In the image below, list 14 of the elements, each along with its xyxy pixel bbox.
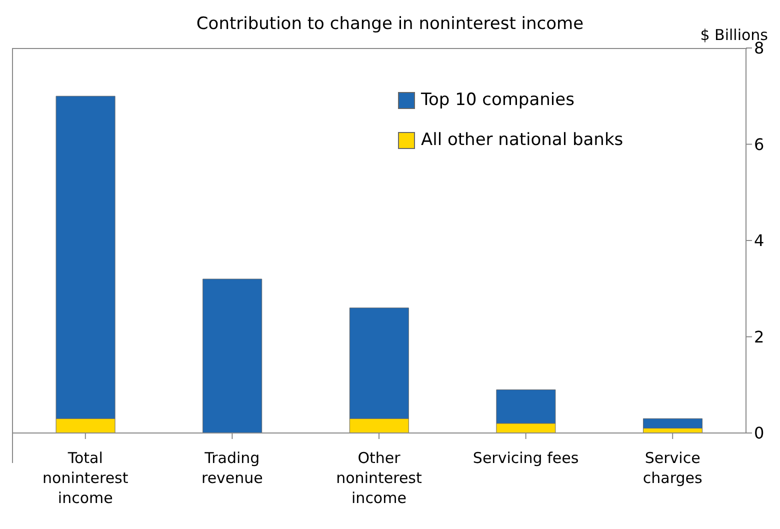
x-tick-label: Trading revenue [201,449,263,487]
x-tick-label: Total noninterest income [42,449,128,507]
legend-label: Top 10 companies [421,90,574,110]
chart-title: Contribution to change in noninterest income [196,14,584,34]
bar [642,418,702,428]
y-tick-label: 2 [754,327,764,346]
x-tick-label: Other noninterest income [336,449,422,507]
x-tick-label: Service charges [642,449,702,487]
y-tick-label: 0 [754,424,764,443]
bar [202,278,262,433]
y-tick-label: 6 [754,134,764,154]
x-tick-label: Servicing fees [472,449,579,467]
y-tick-label: 4 [754,231,764,250]
legend-label: All other national banks [421,130,624,150]
